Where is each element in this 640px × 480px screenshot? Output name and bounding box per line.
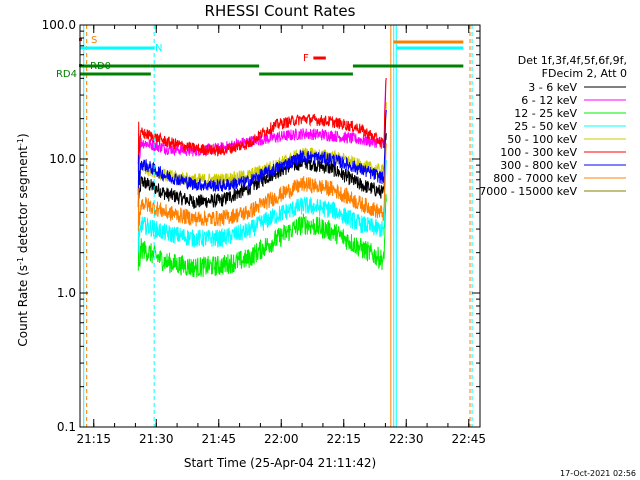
x-tick-label-2: 21:45 — [201, 432, 236, 446]
series-line-4 — [137, 102, 387, 194]
legend-header-0: Det 1f,3f,4f,5f,6f,9f, — [518, 54, 627, 67]
y-axis-label-sup-1: -1 — [16, 257, 25, 265]
x-tick-label-6: 22:45 — [451, 432, 486, 446]
chart-title: RHESSI Count Rates — [205, 2, 356, 20]
series-line-1 — [137, 78, 387, 172]
x-tick-label-5: 22:30 — [389, 432, 424, 446]
y-tick-label-1: 1.0 — [57, 286, 76, 300]
x-axis-label: Start Time (25-Apr-04 21:11:42) — [184, 456, 376, 470]
flag-label-n: N — [155, 43, 162, 54]
legend-entry-label-3: 25 - 50 keV — [514, 120, 577, 133]
flag-label-rd4: RD4 — [56, 69, 77, 80]
legend-entry-label-1: 6 - 12 keV — [521, 94, 577, 107]
flag-label-rd0: RD0 — [90, 61, 111, 72]
y-axis-label-part-2: detector segment — [16, 146, 30, 257]
series-line-2 — [137, 193, 387, 278]
legend-entry-label-7: 800 - 7000 keV — [493, 172, 577, 185]
legend-entry-label-0: 3 - 6 keV — [528, 81, 577, 94]
y-axis-label-sup-2: -1 — [16, 138, 25, 146]
y-tick-label-3: 100.0 — [42, 18, 76, 32]
y-tick-label-2: 10.0 — [49, 152, 76, 166]
y-axis-label-part-3: ) — [16, 133, 30, 138]
legend-entry-label-8: 7000 - 15000 keV — [479, 185, 577, 198]
y-axis-label-part-1: Count Rate (s — [16, 265, 30, 347]
flag-layer: S N F RD0 RD4 — [56, 25, 473, 427]
legend-entry-label-6: 300 - 800 keV — [500, 159, 577, 172]
legend-entry-label-4: 50 - 100 keV — [507, 133, 577, 146]
series-line-5 — [137, 78, 387, 165]
x-tick-label-1: 21:30 — [139, 432, 174, 446]
date-stamp: 17-Oct-2021 02:56 — [560, 469, 636, 478]
plot-frame — [79, 24, 481, 428]
data-layer — [137, 78, 387, 278]
y-axis-label: Count Rate (s-1 detector segment-1) — [16, 133, 31, 346]
y-tick-label-0: 0.1 — [57, 420, 76, 434]
axes-layer: 0.1 1.0 10.0 100.0 21:15 21:30 21:45 22:00 22:15… — [42, 18, 486, 446]
x-tick-label-4: 22:15 — [326, 432, 361, 446]
x-tick-label-3: 22:00 — [264, 432, 299, 446]
legend-entry-label-2: 12 - 25 keV — [514, 107, 577, 120]
series-line-6 — [137, 109, 387, 196]
legend-entry-label-5: 100 - 300 keV — [500, 146, 577, 159]
legend: Det 1f,3f,4f,5f,6f,9f,FDecim 2, Att 03 -… — [479, 54, 627, 198]
x-tick-label-0: 21:15 — [76, 432, 111, 446]
legend-header-1: FDecim 2, Att 0 — [542, 67, 627, 80]
flag-label-f: F — [303, 53, 309, 64]
flag-label-s: S — [91, 35, 97, 46]
series-line-7 — [137, 143, 387, 232]
series-line-3 — [137, 160, 387, 253]
